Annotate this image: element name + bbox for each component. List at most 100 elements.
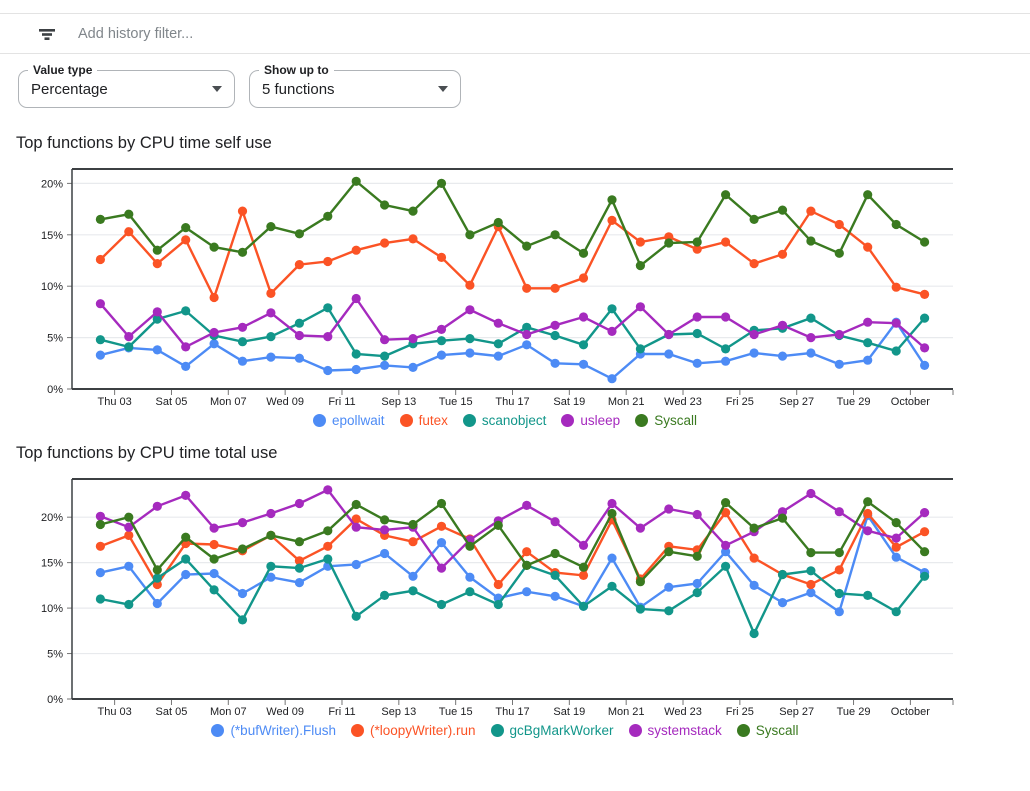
data-point-syscall[interactable] [550, 548, 560, 559]
data-point-futex[interactable] [920, 289, 930, 299]
data-point-systemstack[interactable] [436, 563, 447, 573]
data-point-futex[interactable] [607, 215, 617, 225]
data-point-epollwait[interactable] [550, 358, 560, 368]
data-point-futex[interactable] [266, 288, 276, 298]
data-point-loopywriter-run[interactable] [152, 579, 162, 590]
data-point-scanobject[interactable] [152, 314, 162, 324]
data-point-syscall[interactable] [834, 248, 844, 258]
data-point-gcbgmarkworker[interactable] [578, 601, 589, 611]
data-point-syscall[interactable] [664, 547, 674, 557]
data-point-syscall[interactable] [209, 242, 219, 252]
data-point-loopywriter-run[interactable] [294, 556, 304, 566]
data-point-epollwait[interactable] [664, 349, 674, 359]
data-point-bufwriter-flush[interactable] [237, 588, 248, 599]
data-point-epollwait[interactable] [920, 360, 930, 370]
data-point-bufwriter-flush[interactable] [777, 598, 788, 608]
data-point-systemstack[interactable] [152, 501, 162, 511]
data-point-epollwait[interactable] [863, 355, 873, 365]
data-point-systemstack[interactable] [266, 508, 276, 519]
data-point-syscall[interactable] [863, 497, 873, 507]
data-point-usleep[interactable] [664, 329, 674, 340]
data-point-loopywriter-run[interactable] [323, 541, 333, 551]
data-point-systemstack[interactable] [209, 523, 219, 533]
data-point-systemstack[interactable] [550, 517, 560, 527]
data-point-bufwriter-flush[interactable] [95, 568, 105, 578]
data-point-syscall[interactable] [607, 508, 617, 519]
data-point-loopywriter-run[interactable] [351, 514, 361, 524]
data-point-gcbgmarkworker[interactable] [721, 561, 731, 571]
data-point-epollwait[interactable] [578, 359, 589, 369]
data-point-scanobject[interactable] [635, 344, 646, 354]
data-point-futex[interactable] [891, 282, 901, 292]
data-point-epollwait[interactable] [294, 353, 304, 363]
data-point-loopywriter-run[interactable] [806, 579, 816, 590]
data-point-gcbgmarkworker[interactable] [181, 554, 191, 564]
data-point-scanobject[interactable] [692, 328, 702, 339]
data-point-bufwriter-flush[interactable] [664, 582, 674, 592]
data-point-gcbgmarkworker[interactable] [351, 611, 361, 621]
data-point-syscall[interactable] [664, 238, 674, 248]
data-point-usleep[interactable] [550, 320, 560, 330]
data-point-syscall[interactable] [124, 209, 134, 219]
data-point-gcbgmarkworker[interactable] [664, 606, 674, 616]
data-point-systemstack[interactable] [95, 511, 105, 521]
data-point-systemstack[interactable] [294, 498, 304, 509]
data-point-syscall[interactable] [834, 548, 844, 558]
data-point-scanobject[interactable] [124, 342, 134, 352]
data-point-scanobject[interactable] [550, 330, 560, 341]
data-point-loopywriter-run[interactable] [408, 537, 418, 547]
data-point-systemstack[interactable] [664, 504, 674, 514]
data-point-loopywriter-run[interactable] [920, 527, 930, 537]
data-point-epollwait[interactable] [237, 356, 248, 366]
data-point-bufwriter-flush[interactable] [834, 607, 844, 617]
data-point-epollwait[interactable] [209, 339, 219, 349]
data-point-futex[interactable] [834, 219, 844, 230]
data-point-scanobject[interactable] [266, 332, 276, 342]
data-point-scanobject[interactable] [493, 339, 503, 349]
data-point-systemstack[interactable] [635, 523, 646, 533]
data-point-scanobject[interactable] [721, 344, 731, 354]
data-point-bufwriter-flush[interactable] [806, 588, 816, 598]
legend-item-syscall[interactable]: Syscall [736, 723, 799, 738]
data-point-loopywriter-run[interactable] [578, 570, 589, 580]
data-point-syscall[interactable] [522, 560, 532, 570]
legend-item-usleep[interactable]: usleep [561, 413, 620, 428]
data-point-syscall[interactable] [380, 200, 390, 210]
data-point-bufwriter-flush[interactable] [749, 580, 759, 590]
data-point-syscall[interactable] [635, 577, 646, 587]
legend-item-syscall[interactable]: Syscall [635, 413, 697, 428]
data-point-syscall[interactable] [436, 178, 447, 188]
data-point-futex[interactable] [181, 235, 191, 245]
data-point-gcbgmarkworker[interactable] [408, 586, 418, 596]
data-point-syscall[interactable] [152, 245, 162, 255]
data-point-syscall[interactable] [408, 206, 418, 216]
data-point-gcbgmarkworker[interactable] [294, 563, 304, 573]
data-point-syscall[interactable] [607, 195, 617, 205]
data-point-gcbgmarkworker[interactable] [237, 615, 248, 625]
data-point-bufwriter-flush[interactable] [266, 572, 276, 582]
data-point-bufwriter-flush[interactable] [436, 538, 447, 548]
legend-item-scanobject[interactable]: scanobject [462, 413, 546, 428]
data-point-syscall[interactable] [635, 261, 646, 271]
data-point-gcbgmarkworker[interactable] [692, 588, 702, 598]
data-point-epollwait[interactable] [380, 360, 390, 370]
data-point-futex[interactable] [578, 273, 589, 283]
data-point-systemstack[interactable] [124, 522, 134, 532]
data-point-syscall[interactable] [721, 498, 731, 508]
data-point-futex[interactable] [635, 237, 646, 247]
data-point-scanobject[interactable] [181, 306, 191, 316]
data-point-loopywriter-run[interactable] [863, 508, 873, 519]
data-point-epollwait[interactable] [95, 350, 105, 360]
data-point-gcbgmarkworker[interactable] [806, 566, 816, 576]
data-point-loopywriter-run[interactable] [721, 508, 731, 518]
data-point-epollwait[interactable] [436, 350, 447, 360]
data-point-syscall[interactable] [181, 223, 191, 233]
data-point-syscall[interactable] [152, 565, 162, 575]
cpu-total-use-chart[interactable]: 0% 5% 10% 15% 20% Thu 03 Sat 05 Mon 07 Wed 09 Fri… [0, 469, 1010, 721]
data-point-scanobject[interactable] [806, 313, 816, 323]
data-point-usleep[interactable] [351, 293, 361, 304]
data-point-scanobject[interactable] [465, 334, 475, 344]
data-point-systemstack[interactable] [181, 490, 191, 500]
data-point-usleep[interactable] [721, 312, 731, 322]
data-point-syscall[interactable] [891, 518, 901, 528]
